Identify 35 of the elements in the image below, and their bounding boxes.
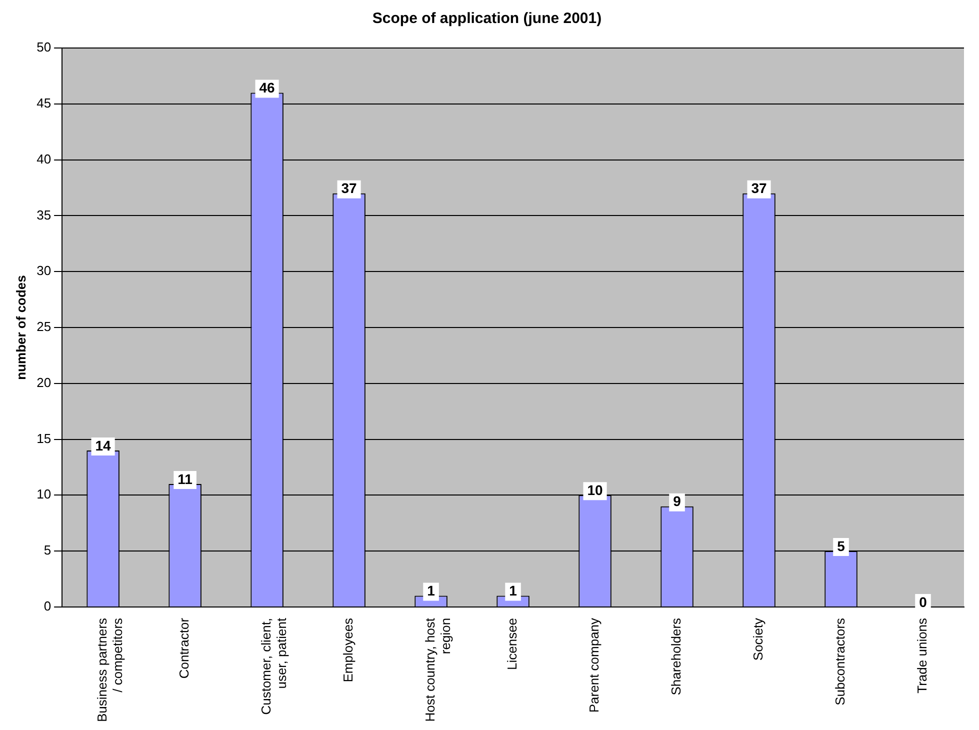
y-tick-label: 0 [44,598,52,614]
x-tick-label: Trade unions [914,617,930,694]
y-tick-label: 25 [36,319,52,334]
x-tick-label: Employees [340,617,356,682]
data-label: 5 [837,538,846,554]
x-tick-label: Subcontractors [832,617,848,706]
x-tick-label: Business partners / competitors [94,617,126,722]
y-tick-label: 15 [36,430,52,446]
chart-title: Scope of application (june 2001) [372,10,602,28]
y-tick-label: 50 [36,40,52,55]
data-label: 37 [751,180,768,196]
data-label: 37 [341,180,358,196]
y-tick-label: 40 [36,151,52,166]
data-label: 46 [259,80,276,96]
y-tick-label: 20 [36,374,52,390]
y-tick-label: 45 [36,95,52,110]
x-tick-label: Society [750,617,766,661]
data-label: 1 [427,582,436,599]
x-tick-label: Parent company [586,617,602,713]
x-tick-label: Contractor [176,617,192,679]
y-tick-label: 5 [44,542,52,558]
y-tick-label: 30 [36,263,52,278]
data-label: 14 [95,437,112,454]
y-tick-label: 35 [36,207,52,222]
x-tick-label: Host country, host region [422,618,454,722]
y-tick-label: 10 [36,486,52,502]
x-tick-label: Licensee [504,618,520,670]
data-label: 0 [919,594,928,610]
data-label: 11 [178,470,193,487]
data-label: 9 [673,493,682,510]
data-label: 1 [509,582,518,599]
y-axis-title: number of codes [13,275,28,380]
x-tick-label: Customer, client, user, patient [258,618,290,715]
x-tick-label: Shareholders [668,617,684,696]
data-label: 10 [587,482,604,498]
